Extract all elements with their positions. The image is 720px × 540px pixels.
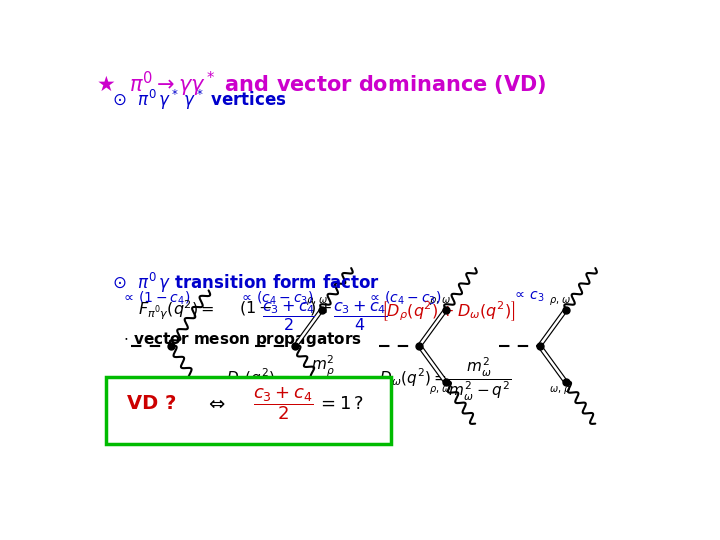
Text: $\propto\,(1-c_4)$: $\propto\,(1-c_4)$ — [121, 289, 191, 307]
Text: $\omega,\,\rho$: $\omega,\,\rho$ — [549, 384, 572, 396]
Text: $\bigstar$  $\pi^0 \rightarrow \gamma\gamma^*$ and vector dominance (VD): $\bigstar$ $\pi^0 \rightarrow \gamma\gam… — [96, 70, 546, 99]
Text: $\cdot$ vector meson propagators: $\cdot$ vector meson propagators — [122, 330, 361, 349]
Text: $\rho,\,\omega$: $\rho,\,\omega$ — [428, 295, 451, 307]
Text: $\left[D_\rho(q^2)+D_\omega(q^2)\right]$: $\left[D_\rho(q^2)+D_\omega(q^2)\right]$ — [381, 299, 516, 323]
Text: $F_{\pi^0\gamma}(q^2) =$: $F_{\pi^0\gamma}(q^2) =$ — [138, 299, 215, 322]
Text: $\propto\,(c_4-c_3)$: $\propto\,(c_4-c_3)$ — [366, 289, 441, 307]
Text: $\propto\,c_3$: $\propto\,c_3$ — [512, 289, 544, 304]
Text: $\left.\right)+$: $\left.\right)+$ — [310, 299, 333, 317]
Text: $\propto\,(c_4-c_3)$: $\propto\,(c_4-c_3)$ — [239, 289, 313, 307]
Text: $\dfrac{c_3+c_4}{2}$: $\dfrac{c_3+c_4}{2}$ — [262, 299, 316, 333]
Text: $= 1\,?$: $= 1\,?$ — [317, 395, 364, 413]
Text: $\rho,\,\omega$: $\rho,\,\omega$ — [306, 295, 329, 307]
Text: $\dfrac{c_3+c_4}{2}$: $\dfrac{c_3+c_4}{2}$ — [253, 385, 314, 422]
Text: $\left(1-\right.$: $\left(1-\right.$ — [239, 299, 272, 317]
FancyBboxPatch shape — [106, 377, 392, 444]
Text: $D_\rho(q^2) = \dfrac{m_\rho^2}{m_\rho^2-q^2}\,,\quad D_\omega(q^2) = \dfrac{m_\: $D_\rho(q^2) = \dfrac{m_\rho^2}{m_\rho^2… — [226, 354, 512, 406]
Text: $\odot$  $\pi^0\,\gamma^*\,\gamma^*$ vertices: $\odot$ $\pi^0\,\gamma^*\,\gamma^*$ vert… — [112, 88, 287, 112]
Text: $\rho,\,\omega$: $\rho,\,\omega$ — [428, 384, 451, 396]
Text: $\rho,\,\omega$: $\rho,\,\omega$ — [549, 295, 571, 307]
Text: $\dfrac{c_3+c_4}{4}$: $\dfrac{c_3+c_4}{4}$ — [333, 299, 388, 333]
Text: $\odot$  $\pi^0\,\gamma$ transition form factor: $\odot$ $\pi^0\,\gamma$ transition form … — [112, 271, 379, 295]
Text: VD ?: VD ? — [127, 394, 176, 413]
Text: $\Leftrightarrow$: $\Leftrightarrow$ — [204, 394, 226, 413]
